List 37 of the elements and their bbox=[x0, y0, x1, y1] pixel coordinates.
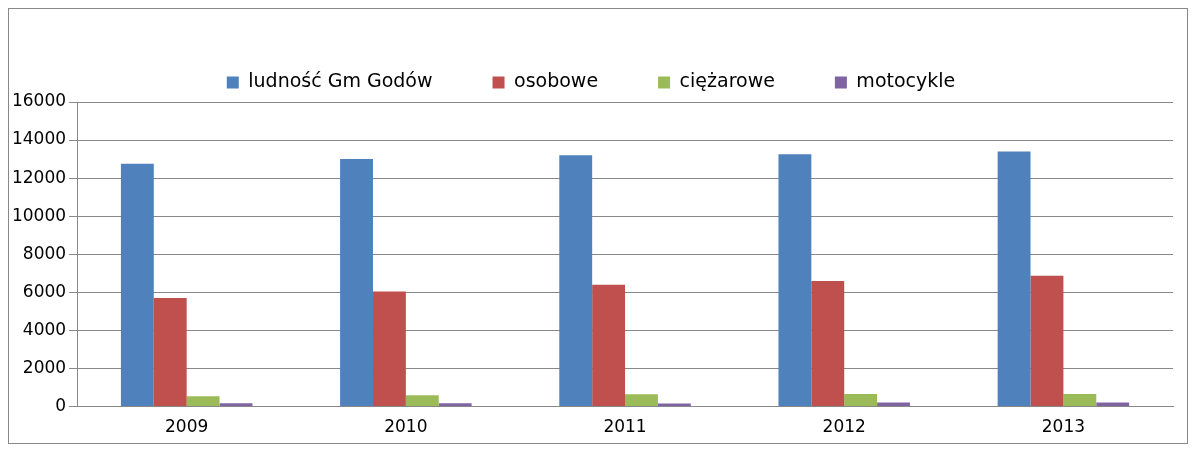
bar bbox=[1096, 402, 1130, 407]
bar bbox=[811, 280, 845, 407]
legend-label: ciężarowe bbox=[679, 69, 775, 92]
y-tick-label: 12000 bbox=[11, 166, 67, 187]
bar bbox=[438, 403, 472, 407]
bar bbox=[1063, 394, 1097, 407]
bar bbox=[997, 151, 1031, 407]
x-tick-label: 2009 bbox=[165, 416, 209, 437]
y-tick-label: 10000 bbox=[11, 204, 67, 225]
y-tick-label: 8000 bbox=[22, 242, 67, 263]
bar bbox=[219, 403, 253, 407]
x-tick-label: 2013 bbox=[1041, 416, 1086, 437]
legend-label: osobowe bbox=[514, 69, 599, 92]
bar bbox=[778, 154, 812, 407]
bar bbox=[844, 394, 878, 407]
bar bbox=[340, 159, 373, 407]
legend-label: motocykle bbox=[856, 69, 956, 92]
x-tick-label: 2012 bbox=[822, 416, 866, 437]
bar bbox=[592, 284, 626, 407]
x-tick-label: 2011 bbox=[603, 416, 647, 437]
y-tick-label: 4000 bbox=[22, 318, 67, 339]
x-tick-label: 2010 bbox=[384, 416, 428, 437]
y-tick-label: 0 bbox=[55, 395, 67, 416]
bar bbox=[405, 395, 439, 407]
legend-label: ludność Gm Godów bbox=[248, 69, 433, 92]
bar bbox=[153, 298, 187, 407]
y-tick-label: 6000 bbox=[22, 280, 67, 301]
bar bbox=[120, 163, 154, 407]
bar bbox=[559, 155, 593, 407]
bar bbox=[186, 396, 220, 407]
y-tick-label: 2000 bbox=[22, 356, 67, 377]
bar bbox=[372, 291, 406, 407]
bar bbox=[1030, 275, 1064, 407]
bar bbox=[625, 394, 658, 407]
bar bbox=[877, 402, 910, 407]
y-tick-label: 14000 bbox=[11, 128, 67, 149]
y-tick-label: 16000 bbox=[11, 90, 67, 111]
